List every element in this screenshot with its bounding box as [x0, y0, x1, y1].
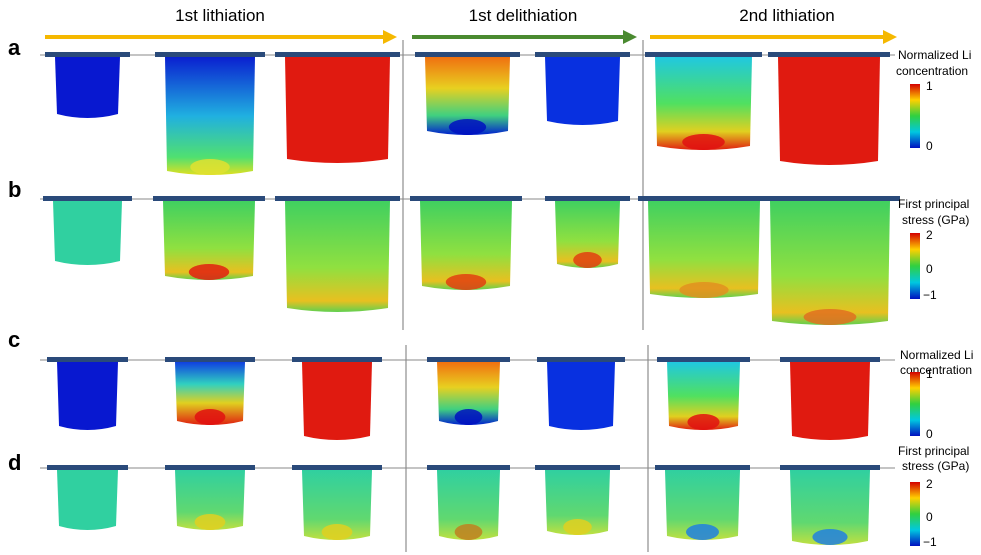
- cap: [427, 465, 510, 470]
- colorbar-title: stress (GPa): [902, 459, 969, 473]
- colorbar-tick: 2: [926, 477, 933, 491]
- electrode: [53, 201, 122, 265]
- cap: [760, 196, 900, 201]
- panel-label: c: [8, 327, 20, 352]
- colorbar-tick: 0: [926, 427, 933, 441]
- cap: [537, 357, 625, 362]
- electrode: [547, 362, 615, 430]
- colorbar-tick: 2: [926, 228, 933, 242]
- electrode: [57, 362, 118, 430]
- colorbar-tick: −1: [923, 535, 937, 549]
- header: 1st lithiation: [175, 6, 265, 25]
- cap: [47, 357, 128, 362]
- colorbar: [910, 233, 920, 299]
- cap: [780, 357, 880, 362]
- panel-label: b: [8, 177, 21, 202]
- header: 1st delithiation: [469, 6, 578, 25]
- hotspot: [804, 309, 857, 325]
- header: 2nd lithiation: [739, 6, 834, 25]
- hotspot: [812, 529, 847, 545]
- hotspot: [195, 409, 226, 425]
- panel-label: a: [8, 35, 21, 60]
- hotspot: [455, 409, 483, 425]
- electrode: [57, 470, 118, 530]
- cap: [427, 357, 510, 362]
- colorbar-title: stress (GPa): [902, 213, 969, 227]
- cap: [155, 52, 265, 57]
- cap: [645, 52, 762, 57]
- arrow-head: [883, 30, 897, 44]
- electrode: [285, 57, 390, 163]
- cap: [47, 465, 128, 470]
- colorbar-tick: 0: [926, 139, 933, 153]
- arrow-head: [383, 30, 397, 44]
- headers: 1st lithiation 1st delithiation 2nd lith…: [45, 6, 897, 44]
- colorbar-tick: 0: [926, 510, 933, 524]
- colorbar-title: concentration: [896, 64, 968, 78]
- colorbars: Normalized Li concentration 1 0 First pr…: [896, 48, 973, 549]
- electrode: [545, 57, 620, 125]
- cap: [275, 52, 400, 57]
- electrode: [165, 57, 255, 175]
- hotspot: [449, 119, 486, 135]
- cap: [410, 196, 522, 201]
- hotspot: [679, 282, 728, 298]
- cap: [45, 52, 130, 57]
- cap: [780, 465, 880, 470]
- simulations: [40, 52, 900, 545]
- hotspot: [686, 524, 719, 540]
- cap: [165, 465, 255, 470]
- hotspot: [322, 524, 353, 540]
- cap: [768, 52, 890, 57]
- cap: [415, 52, 520, 57]
- hotspot: [455, 524, 483, 540]
- colorbar-title: First principal: [898, 444, 969, 458]
- cap: [638, 196, 770, 201]
- hotspot: [682, 134, 725, 150]
- colorbar: [910, 84, 920, 148]
- panel-label: d: [8, 450, 21, 475]
- cap: [535, 465, 620, 470]
- figure: 1st lithiation 1st delithiation 2nd lith…: [0, 0, 981, 555]
- cap: [165, 357, 255, 362]
- colorbar-tick: 0: [926, 262, 933, 276]
- cap: [545, 196, 630, 201]
- colorbar-tick: 1: [926, 367, 933, 381]
- cap: [292, 357, 382, 362]
- cap: [292, 465, 382, 470]
- cap: [43, 196, 132, 201]
- electrode: [770, 201, 890, 325]
- electrode: [302, 362, 372, 440]
- hotspot: [195, 514, 226, 530]
- cap: [657, 357, 750, 362]
- colorbar: [910, 372, 920, 436]
- colorbar-title: Normalized Li: [898, 48, 971, 62]
- electrode: [55, 57, 120, 118]
- colorbar-title: First principal: [898, 197, 969, 211]
- hotspot: [190, 159, 230, 175]
- colorbar-title: Normalized Li: [900, 348, 973, 362]
- cap: [153, 196, 265, 201]
- hotspot: [563, 519, 592, 535]
- electrode: [790, 362, 870, 440]
- hotspot: [687, 414, 719, 430]
- colorbar-tick: −1: [923, 288, 937, 302]
- electrode: [778, 57, 880, 165]
- colorbar: [910, 482, 920, 546]
- cap: [275, 196, 400, 201]
- cap: [655, 465, 750, 470]
- hotspot: [573, 252, 602, 268]
- hotspot: [446, 274, 486, 290]
- colorbar-tick: 1: [926, 79, 933, 93]
- arrow-head: [623, 30, 637, 44]
- cap: [535, 52, 630, 57]
- electrode: [285, 201, 390, 312]
- hotspot: [189, 264, 229, 280]
